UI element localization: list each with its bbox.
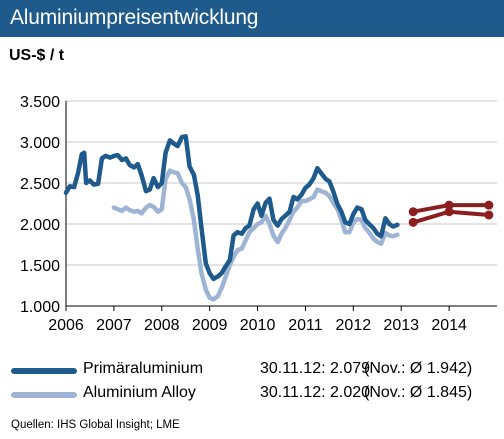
gridlines <box>66 100 497 266</box>
legend-date-value: 30.11.12: 2.020 <box>260 384 371 401</box>
legend-label: Aluminium Alloy <box>83 384 196 401</box>
y-axis-ticks: 1.000 1.500 2.000 2.500 3.000 3.500 <box>20 94 60 316</box>
x-tick-label: 2012 <box>336 317 372 334</box>
legend-label: Primäraluminium <box>83 360 204 377</box>
x-tick-label: 2010 <box>240 317 276 334</box>
x-axis: 2006 2007 2008 2009 2010 2011 2012 2013 2014 <box>48 101 497 334</box>
forecast-point <box>484 200 494 210</box>
forecast-point <box>408 217 418 227</box>
x-tick-label: 2006 <box>48 317 84 334</box>
y-tick-label: 2.000 <box>20 217 60 234</box>
forecast-point <box>484 210 494 220</box>
forecast-point <box>408 207 418 217</box>
legend-average: (Nov.: Ø 1.942) <box>364 360 473 377</box>
legend: Primäraluminium 30.11.12: 2.079 (Nov.: Ø… <box>9 358 504 408</box>
y-tick-label: 3.000 <box>20 135 60 152</box>
legend-date-value: 30.11.12: 2.079 <box>260 360 371 377</box>
title-bar: Aluminiumpreisentwicklung <box>0 0 504 37</box>
x-tick-label: 2011 <box>288 317 323 334</box>
x-tick-label: 2008 <box>144 317 180 334</box>
forecast-point <box>444 200 454 210</box>
series-lines <box>63 134 494 302</box>
series-line <box>111 168 400 302</box>
chart-title: Aluminiumpreisentwicklung <box>10 6 259 29</box>
legend-swatch-primary <box>11 368 77 374</box>
legend-item-alloy: Aluminium Alloy 30.11.12: 2.020 (Nov.: Ø… <box>9 382 504 404</box>
y-tick-label: 1.000 <box>20 299 60 316</box>
x-tick-label: 2007 <box>96 317 132 334</box>
forecast-point <box>444 207 454 217</box>
y-tick-label: 3.500 <box>20 94 60 111</box>
x-tick-label: 2014 <box>431 317 467 334</box>
x-tick-label: 2009 <box>192 317 228 334</box>
series-line <box>63 134 400 282</box>
y-tick-label: 2.500 <box>20 176 60 193</box>
legend-item-primary: Primäraluminium 30.11.12: 2.079 (Nov.: Ø… <box>9 358 504 380</box>
y-tick-label: 1.500 <box>20 258 60 275</box>
source-note: Quellen: IHS Global Insight; LME <box>11 419 180 431</box>
y-unit-label: US-$ / t <box>9 47 65 64</box>
legend-average: (Nov.: Ø 1.845) <box>364 384 473 401</box>
x-tick-label: 2013 <box>383 317 419 334</box>
legend-swatch-alloy <box>11 392 77 398</box>
